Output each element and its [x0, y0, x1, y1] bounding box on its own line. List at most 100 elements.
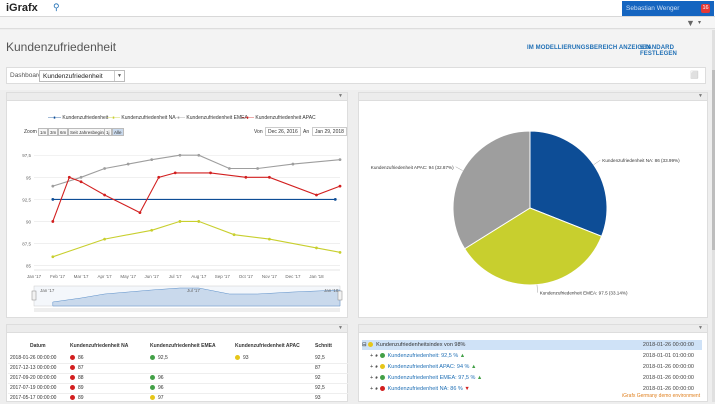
navigator-scrollbar[interactable] [34, 308, 340, 312]
data-point[interactable] [232, 233, 236, 237]
data-point[interactable] [51, 197, 55, 201]
table-row[interactable]: 2017-07-19 00:00:00 89 96 92,5 [8, 383, 348, 394]
fullscreen-icon[interactable]: ⬜ [690, 72, 699, 79]
zoom-6m-button[interactable]: 6m [58, 128, 69, 136]
set-default-link[interactable]: STANDARD FESTLEGEN [640, 45, 677, 57]
navigator-handle[interactable] [337, 290, 343, 301]
show-in-modeling-link[interactable]: IM MODELLIERUNGSBEREICH ANZEIGEN [527, 45, 651, 51]
col-header-emea[interactable]: Kundenzufriedenheit EMEA [150, 343, 216, 349]
data-point[interactable] [227, 167, 231, 170]
zoom-3m-button[interactable]: 3m [48, 128, 59, 136]
data-point[interactable] [173, 171, 177, 175]
tree-child-row[interactable]: + ◕ Kundenzufriedenheit APAC: 94 % ▲ 2018… [362, 362, 702, 372]
page-scrollbar[interactable] [712, 30, 715, 402]
trend-up-icon: ▲ [459, 353, 466, 359]
collapse-icon[interactable]: ⊟ [362, 342, 367, 348]
expand-icon[interactable]: + [370, 375, 374, 381]
y-tick-label: 92,5 [22, 197, 31, 202]
data-point[interactable] [103, 167, 107, 170]
zoom-1y-button[interactable]: 1j [104, 128, 112, 136]
table-row[interactable]: 2017-12-13 00:00:00 87 87 [8, 363, 348, 374]
data-point[interactable] [67, 175, 71, 179]
tree-child-label[interactable]: Kundenzufriedenheit NA: 86 % [387, 386, 463, 392]
data-point[interactable] [315, 193, 318, 197]
from-date-input[interactable]: Dec 26, 2016 [265, 127, 301, 136]
zoom-ytd-button[interactable]: Seit Jahresbeginn [68, 128, 109, 136]
chevron-down-icon[interactable]: ▾ [698, 20, 702, 26]
tree-child-row[interactable]: + ◕ Kundenzufriedenheit: 92,5 % ▲ 2018-01… [362, 351, 702, 361]
table-row[interactable]: 2018-01-26 00:00:00 86 92,5 93 92,5 [8, 353, 348, 364]
data-point[interactable] [150, 228, 154, 232]
data-point[interactable] [150, 158, 154, 162]
data-point[interactable] [338, 184, 342, 188]
data-point[interactable] [338, 158, 342, 162]
data-point[interactable] [79, 175, 83, 179]
scrollbar-thumb[interactable] [712, 70, 715, 250]
chevron-down-icon[interactable]: ▼ [698, 93, 703, 99]
series-line[interactable] [52, 220, 341, 258]
data-point[interactable] [267, 237, 271, 241]
pie-slice[interactable] [452, 130, 531, 250]
navigator-handle[interactable] [31, 290, 37, 301]
data-point[interactable] [209, 171, 212, 175]
user-menu[interactable]: Sebastian Wenger 16 [622, 1, 714, 16]
to-date-input[interactable]: Jan 29, 2018 [312, 127, 347, 136]
data-point[interactable] [103, 237, 107, 241]
legend-item[interactable]: —●— Kundenzufriedenheit NA [107, 115, 176, 121]
data-point[interactable] [103, 193, 107, 197]
data-point[interactable] [244, 175, 248, 179]
data-point[interactable] [157, 175, 161, 179]
notification-badge[interactable]: 16 [701, 4, 710, 13]
data-point[interactable] [138, 211, 142, 215]
col-header-date[interactable]: Datum [30, 343, 46, 349]
legend-item[interactable]: —●— Kundenzufriedenheit EMEA [172, 115, 248, 121]
expand-icon[interactable]: + [370, 386, 374, 392]
expand-icon[interactable]: + [370, 364, 374, 370]
col-header-apac[interactable]: Kundenzufriedenheit APAC [235, 343, 300, 349]
data-point[interactable] [51, 220, 55, 223]
data-point[interactable] [197, 153, 201, 157]
data-point[interactable] [315, 246, 318, 250]
data-point[interactable] [51, 255, 55, 259]
pie-slice[interactable] [529, 130, 608, 237]
legend-item[interactable]: —●— Kundenzufriedenheit APAC [241, 115, 316, 121]
data-point[interactable] [256, 167, 260, 170]
legend-item[interactable]: —●— Kundenzufriedenheit [48, 115, 109, 121]
igrafx-logo[interactable]: iGrafx [6, 2, 38, 14]
data-point[interactable] [291, 162, 295, 166]
chevron-down-icon[interactable]: ▼ [698, 325, 703, 331]
data-point[interactable] [267, 175, 271, 179]
tree-root-date: 2018-01-26 00:00:00 [642, 342, 694, 348]
cell-value: 86 [78, 354, 84, 361]
tree-child-row[interactable]: + ◕ Kundenzufriedenheit NA: 86 % ▼ 2018-0… [362, 384, 702, 394]
search-icon[interactable]: ⚲ [53, 2, 60, 12]
chevron-down-icon[interactable]: ▼ [338, 93, 343, 99]
tree-child-label[interactable]: Kundenzufriedenheit: 92,5 % [387, 353, 459, 359]
series-line[interactable] [52, 154, 341, 187]
data-point[interactable] [197, 220, 201, 223]
tree-child-row[interactable]: + ◕ Kundenzufriedenheit EMEA: 97,5 % ▲ 20… [362, 373, 702, 383]
table-row[interactable]: 2017-09-20 00:00:00 88 96 92 [8, 373, 348, 384]
data-point[interactable] [333, 197, 337, 201]
data-point[interactable] [79, 180, 83, 184]
zoom-all-button[interactable]: Alle [112, 128, 124, 136]
expand-icon[interactable]: + [370, 353, 374, 359]
chevron-down-icon[interactable]: ▼ [338, 325, 343, 331]
data-point[interactable] [51, 184, 55, 188]
data-point[interactable] [338, 250, 342, 254]
chevron-down-icon[interactable]: ▼ [114, 71, 124, 81]
series-line[interactable] [52, 172, 341, 222]
pie-slice[interactable] [463, 207, 603, 286]
col-header-average[interactable]: Schnitt [315, 343, 332, 349]
zoom-1m-button[interactable]: 1m [38, 128, 49, 136]
data-point[interactable] [178, 220, 182, 223]
tree-child-label[interactable]: Kundenzufriedenheit EMEA: 97,5 % [387, 375, 476, 381]
filter-icon[interactable]: ▼ [686, 18, 695, 28]
cell-value: 88 [78, 375, 84, 381]
dashboard-select[interactable]: Kundenzufriedenheit ▼ [39, 70, 125, 82]
col-header-na[interactable]: Kundenzufriedenheit NA [70, 343, 129, 349]
tree-child-label[interactable]: Kundenzufriedenheit APAC: 94 % [387, 364, 470, 370]
tree-root-row[interactable]: ⊟ Kundenzufriedenheitsindex von 98% 2018-… [362, 340, 702, 350]
data-point[interactable] [178, 153, 182, 157]
data-point[interactable] [126, 162, 130, 166]
